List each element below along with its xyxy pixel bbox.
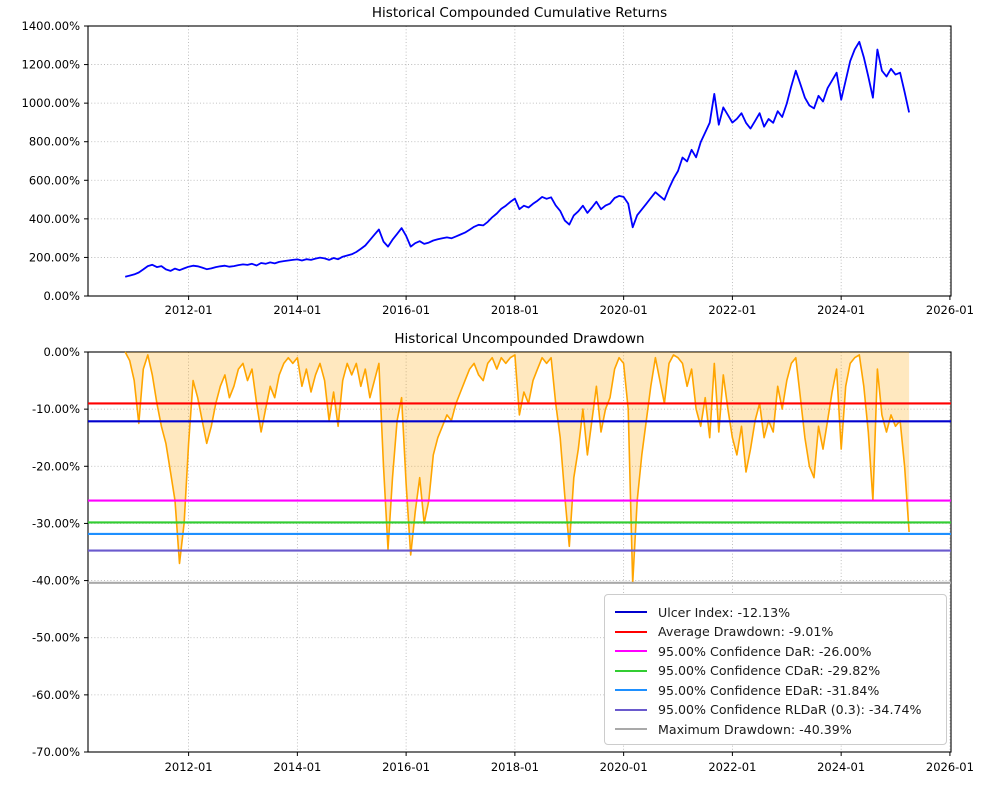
x-tick-label: 2020-01 <box>600 303 648 317</box>
y-tick-label: 800.00% <box>29 135 80 149</box>
x-tick-label: 2016-01 <box>382 760 430 774</box>
y-tick-label: 0.00% <box>43 289 80 303</box>
y-tick-label: -40.00% <box>32 574 80 588</box>
legend-label: 95.00% Confidence CDaR: -29.82% <box>658 663 881 678</box>
drawdown-line <box>124 351 910 584</box>
legend-item-avg-drawdown-line: Average Drawdown: -9.01% <box>615 623 936 641</box>
y-tick-label: 600.00% <box>29 173 80 187</box>
x-tick-label: 2016-01 <box>382 303 430 317</box>
legend-swatch <box>615 708 647 711</box>
y-tick-label: -50.00% <box>32 631 80 645</box>
legend-label: Ulcer Index: -12.13% <box>658 604 791 620</box>
x-tick-label: 2024-01 <box>817 303 865 317</box>
x-tick-label: 2018-01 <box>491 760 539 774</box>
cumulative-returns-title: Historical Compounded Cumulative Returns <box>371 5 668 21</box>
x-tick-label: 2020-01 <box>600 760 648 774</box>
legend-swatch <box>615 689 647 691</box>
x-tick-label: 2026-01 <box>926 303 974 317</box>
x-tick-label: 2022-01 <box>708 303 756 317</box>
returns-line <box>124 40 910 278</box>
x-tick-label: 2022-01 <box>708 760 756 774</box>
y-tick-label: 1000.00% <box>22 96 81 110</box>
x-tick-label: 2024-01 <box>817 760 865 774</box>
y-tick-label: -30.00% <box>32 516 80 530</box>
y-tick-label: 1400.00% <box>22 19 81 33</box>
x-tick-label: 2014-01 <box>273 760 321 774</box>
y-tick-label: 1200.00% <box>22 58 81 72</box>
y-tick-label: 200.00% <box>29 250 80 264</box>
legend-swatch <box>615 728 647 730</box>
y-tick-label: 0.00% <box>43 345 80 359</box>
y-tick-label: -10.00% <box>32 402 80 416</box>
legend-swatch <box>615 611 647 613</box>
y-tick-label: 400.00% <box>29 212 80 226</box>
legend-item-max-drawdown-line: Maximum Drawdown: -40.39% <box>615 720 936 738</box>
drawdown-legend: Ulcer Index: -12.13% Average Drawdown: -9… <box>604 594 947 745</box>
legend-label: 95.00% Confidence RLDaR (0.3): -34.74% <box>658 702 922 717</box>
x-tick-label: 2014-01 <box>273 303 321 317</box>
legend-label: Maximum Drawdown: -40.39% <box>658 721 852 737</box>
drawdown-area <box>125 352 910 583</box>
legend-swatch <box>615 669 647 672</box>
legend-swatch <box>615 630 647 633</box>
legend-item-edar-line: 95.00% Confidence EDaR: -31.84% <box>615 681 936 699</box>
x-tick-label: 2012-01 <box>165 760 213 774</box>
legend-label: 95.00% Confidence DaR: -26.00% <box>658 643 872 659</box>
legend-item-cdar-line: 95.00% Confidence CDaR: -29.82% <box>615 662 936 680</box>
drawdown-title: Historical Uncompounded Drawdown <box>394 331 645 347</box>
legend-label: Average Drawdown: -9.01% <box>658 624 834 639</box>
legend-swatch <box>615 650 647 652</box>
y-tick-label: -20.00% <box>32 459 80 473</box>
y-tick-label: -70.00% <box>32 745 80 759</box>
legend-item-dar-line: 95.00% Confidence DaR: -26.00% <box>615 642 936 660</box>
x-tick-label: 2018-01 <box>491 303 539 317</box>
legend-item-rldar-line: 95.00% Confidence RLDaR (0.3): -34.74% <box>615 701 936 719</box>
plot-frame <box>87 25 952 297</box>
x-tick-label: 2012-01 <box>165 303 213 317</box>
plot-frame <box>87 351 952 753</box>
y-tick-label: -60.00% <box>32 688 80 702</box>
legend-item-ulcer-index-line: Ulcer Index: -12.13% <box>615 603 936 621</box>
legend-label: 95.00% Confidence EDaR: -31.84% <box>658 682 880 698</box>
x-tick-label: 2026-01 <box>926 760 974 774</box>
